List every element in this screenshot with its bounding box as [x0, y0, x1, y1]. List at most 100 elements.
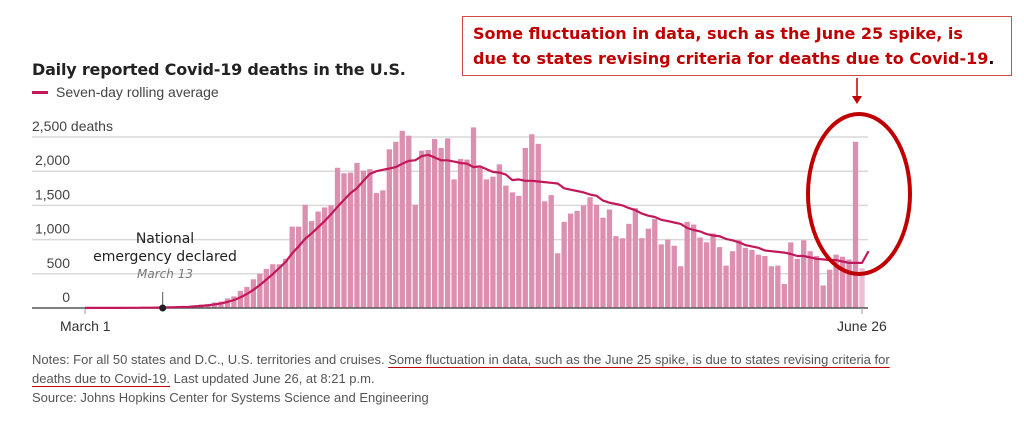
bar — [283, 258, 289, 308]
bar — [807, 251, 813, 308]
legend: Seven-day rolling average — [32, 84, 219, 100]
bar — [257, 273, 263, 308]
bar — [470, 127, 477, 308]
bar — [814, 256, 820, 308]
bar — [645, 228, 651, 308]
bar — [477, 167, 483, 308]
bar — [250, 279, 257, 308]
bar — [244, 286, 250, 308]
bar — [289, 226, 295, 308]
bar — [697, 237, 703, 308]
bar — [755, 254, 762, 308]
bar — [749, 249, 755, 308]
emergency-annotation: National emergency declared March 13 — [93, 231, 237, 312]
bar — [775, 265, 781, 308]
bar — [626, 223, 632, 308]
bar — [716, 247, 723, 308]
bar — [703, 242, 710, 308]
x-tick-label-end: June 26 — [837, 318, 887, 334]
bar — [574, 210, 580, 308]
bar — [412, 204, 418, 308]
bar — [788, 242, 794, 308]
bar — [464, 159, 470, 308]
chart-title: Daily reported Covid-19 deaths in the U.… — [32, 60, 406, 79]
legend-label: Seven-day rolling average — [56, 84, 219, 100]
bar — [833, 254, 839, 308]
bar — [820, 285, 826, 308]
bar — [367, 169, 373, 308]
rolling-average-line — [85, 153, 870, 309]
bar — [393, 141, 399, 308]
bar — [619, 238, 626, 308]
chart-notes: Notes: For all 50 states and D.C., U.S. … — [32, 350, 892, 407]
bar — [347, 172, 354, 308]
notes-prefix: Notes: For all 50 states and D.C., U.S. … — [32, 352, 389, 367]
y-tick-label: 2,500 deaths — [32, 118, 113, 134]
bar — [542, 201, 548, 308]
bar — [781, 284, 787, 308]
bar — [354, 162, 360, 308]
bar — [535, 143, 541, 308]
bar — [606, 209, 613, 308]
bar — [555, 253, 561, 308]
callout-line-2-text: due to states revising criteria for deat… — [473, 49, 989, 68]
bar — [794, 258, 800, 308]
bar — [839, 256, 846, 308]
x-tick-label-start: March 1 — [60, 318, 111, 334]
notes-suffix: Last updated June 26, at 8:21 p.m. — [170, 371, 375, 386]
bar — [341, 173, 347, 308]
bar — [729, 251, 736, 308]
bars — [82, 127, 865, 309]
bar — [723, 265, 729, 308]
annotation-date: March 13 — [137, 267, 193, 281]
bar — [399, 130, 405, 308]
bar — [373, 193, 380, 308]
bar — [600, 217, 606, 308]
bar — [561, 221, 567, 308]
callout-line-2: due to states revising criteria for deat… — [473, 46, 1001, 71]
bar — [801, 240, 807, 308]
bar — [690, 224, 697, 308]
bar — [639, 238, 645, 308]
bar — [321, 207, 328, 308]
bar — [490, 176, 496, 308]
annotation-label-line-2: emergency declared — [93, 249, 237, 265]
bar — [496, 164, 503, 308]
bar — [671, 245, 677, 308]
legend-line-swatch — [32, 90, 48, 94]
y-tick-label: 500 — [47, 255, 71, 271]
bar — [678, 266, 684, 308]
bar — [826, 269, 833, 308]
bar — [509, 192, 516, 308]
bar — [328, 205, 334, 308]
bar — [380, 190, 386, 308]
bar — [522, 147, 528, 308]
bar — [263, 269, 269, 308]
bar — [438, 147, 444, 308]
y-tick-label: 2,000 — [35, 152, 70, 168]
bar — [684, 221, 690, 308]
annotation-label-line-1: National — [136, 231, 194, 247]
bar — [237, 290, 244, 308]
bar — [516, 195, 522, 308]
bar — [451, 179, 457, 308]
x-axis: March 1 June 26 — [32, 307, 887, 334]
bar — [302, 204, 308, 308]
callout-period: . — [988, 49, 995, 68]
callout-arrow-head — [852, 96, 862, 104]
notes-source: Source: Johns Hopkins Center for Systems… — [32, 390, 429, 405]
callout-line-1: Some fluctuation in data, such as the Ju… — [473, 24, 963, 43]
bar — [419, 150, 425, 308]
bar — [593, 204, 600, 308]
bar — [218, 301, 224, 308]
bar — [276, 264, 282, 308]
spike-highlight — [806, 78, 912, 276]
bar — [457, 158, 464, 308]
bar — [652, 219, 658, 308]
y-tick-label: 1,500 — [35, 186, 70, 202]
bar — [632, 208, 639, 308]
bar — [762, 256, 768, 308]
annotation-dot — [159, 304, 167, 312]
bar — [296, 226, 302, 308]
